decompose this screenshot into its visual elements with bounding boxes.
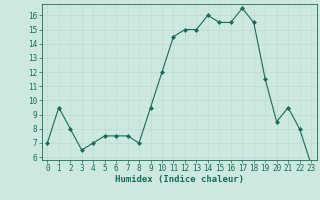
X-axis label: Humidex (Indice chaleur): Humidex (Indice chaleur) [115, 175, 244, 184]
